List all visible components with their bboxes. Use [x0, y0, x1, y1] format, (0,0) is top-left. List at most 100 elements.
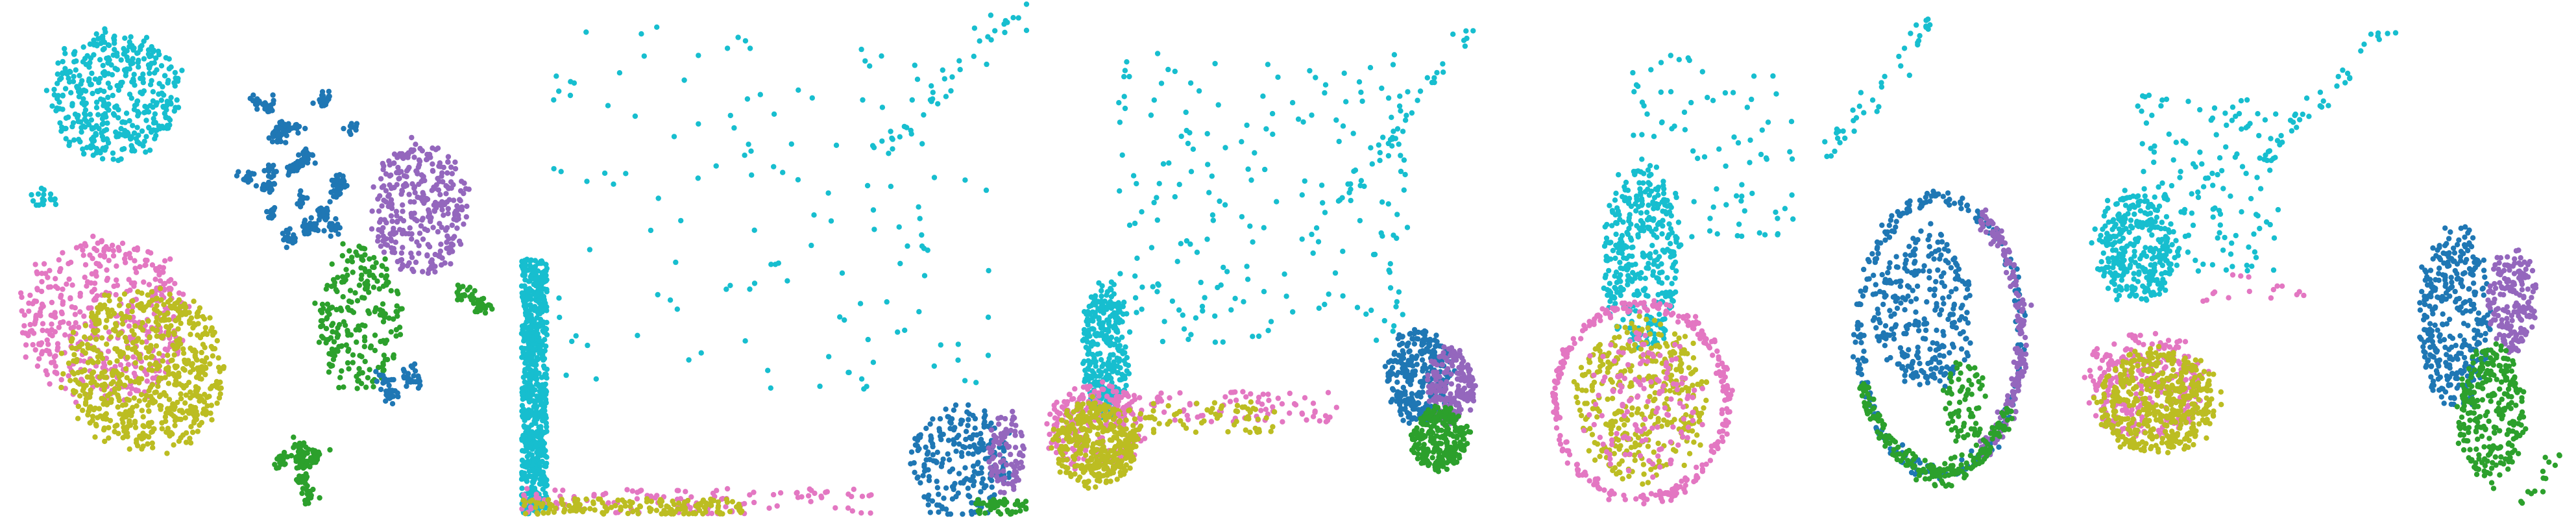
data-point	[439, 173, 444, 179]
data-point	[1204, 130, 1210, 137]
data-point	[94, 88, 100, 94]
data-point	[449, 222, 455, 228]
data-point	[1002, 415, 1008, 422]
data-point	[654, 24, 660, 30]
data-point	[218, 385, 224, 391]
data-point	[1376, 142, 1381, 148]
data-point	[188, 440, 194, 446]
data-point	[584, 179, 590, 184]
data-point	[908, 461, 914, 467]
data-point	[409, 214, 415, 220]
data-point	[751, 227, 757, 233]
data-point	[19, 294, 25, 301]
data-point	[132, 345, 138, 351]
data-point	[99, 335, 105, 341]
data-point	[115, 386, 122, 391]
data-point	[191, 418, 197, 425]
data-point	[529, 373, 535, 378]
data-point	[234, 173, 240, 179]
data-point	[129, 328, 135, 334]
data-point	[51, 354, 58, 360]
data-point	[539, 308, 544, 314]
data-point	[100, 97, 106, 103]
data-point	[127, 117, 132, 124]
data-point	[139, 128, 145, 134]
data-point	[180, 410, 186, 415]
data-point	[138, 90, 143, 95]
data-point	[811, 212, 817, 218]
data-point	[141, 38, 147, 44]
data-point	[1110, 369, 1115, 375]
data-point	[567, 508, 573, 514]
data-point	[675, 487, 681, 493]
data-point	[1356, 79, 1363, 85]
data-point	[34, 271, 40, 277]
data-point	[1106, 328, 1112, 334]
data-point	[1404, 225, 1411, 230]
data-point	[71, 137, 77, 143]
data-point	[601, 170, 608, 176]
data-point	[534, 355, 540, 361]
data-point	[116, 373, 122, 380]
data-point	[971, 53, 977, 60]
data-point	[151, 116, 156, 121]
data-point	[537, 460, 543, 466]
data-point	[1104, 393, 1110, 399]
data-point	[413, 142, 419, 147]
data-point	[87, 335, 93, 341]
data-point	[526, 317, 532, 324]
data-point	[430, 225, 436, 230]
data-point	[394, 213, 400, 219]
data-point	[1228, 307, 1234, 313]
data-point	[934, 449, 940, 455]
data-point	[411, 185, 417, 191]
data-point	[178, 435, 184, 441]
data-point	[386, 377, 392, 383]
data-point	[1282, 271, 1287, 277]
data-point	[395, 313, 400, 319]
data-point	[36, 341, 42, 347]
data-point	[1123, 382, 1129, 389]
data-point	[389, 218, 395, 225]
data-point	[51, 197, 57, 203]
data-point	[528, 293, 533, 300]
data-point	[1260, 93, 1266, 99]
data-point	[539, 354, 545, 360]
data-point	[327, 199, 333, 204]
data-point	[927, 456, 933, 463]
data-point	[136, 132, 141, 138]
data-point	[80, 151, 87, 157]
data-point	[79, 100, 85, 106]
data-point	[533, 471, 539, 477]
data-point	[97, 150, 103, 156]
data-point	[395, 164, 401, 171]
data-point	[593, 376, 599, 382]
data-point	[356, 365, 362, 372]
data-point	[30, 301, 36, 306]
data-point	[298, 160, 305, 167]
data-point	[388, 329, 394, 335]
data-point	[1398, 108, 1403, 114]
data-point	[888, 184, 894, 190]
data-point	[870, 360, 877, 365]
data-point	[967, 443, 973, 450]
data-point	[380, 283, 387, 290]
data-point	[304, 195, 310, 201]
data-point	[307, 220, 313, 227]
data-point	[80, 348, 86, 354]
data-point	[335, 275, 341, 280]
data-point	[172, 423, 178, 428]
data-point	[522, 384, 528, 391]
data-point	[132, 148, 138, 154]
data-point	[18, 290, 24, 296]
data-point	[742, 500, 747, 507]
data-point	[391, 160, 396, 166]
data-point	[103, 325, 109, 330]
data-point	[117, 349, 123, 354]
data-point	[1381, 317, 1387, 324]
data-point	[143, 345, 149, 351]
data-point	[88, 323, 95, 329]
data-point	[1372, 251, 1378, 258]
data-point	[152, 111, 158, 117]
data-point	[934, 502, 940, 508]
